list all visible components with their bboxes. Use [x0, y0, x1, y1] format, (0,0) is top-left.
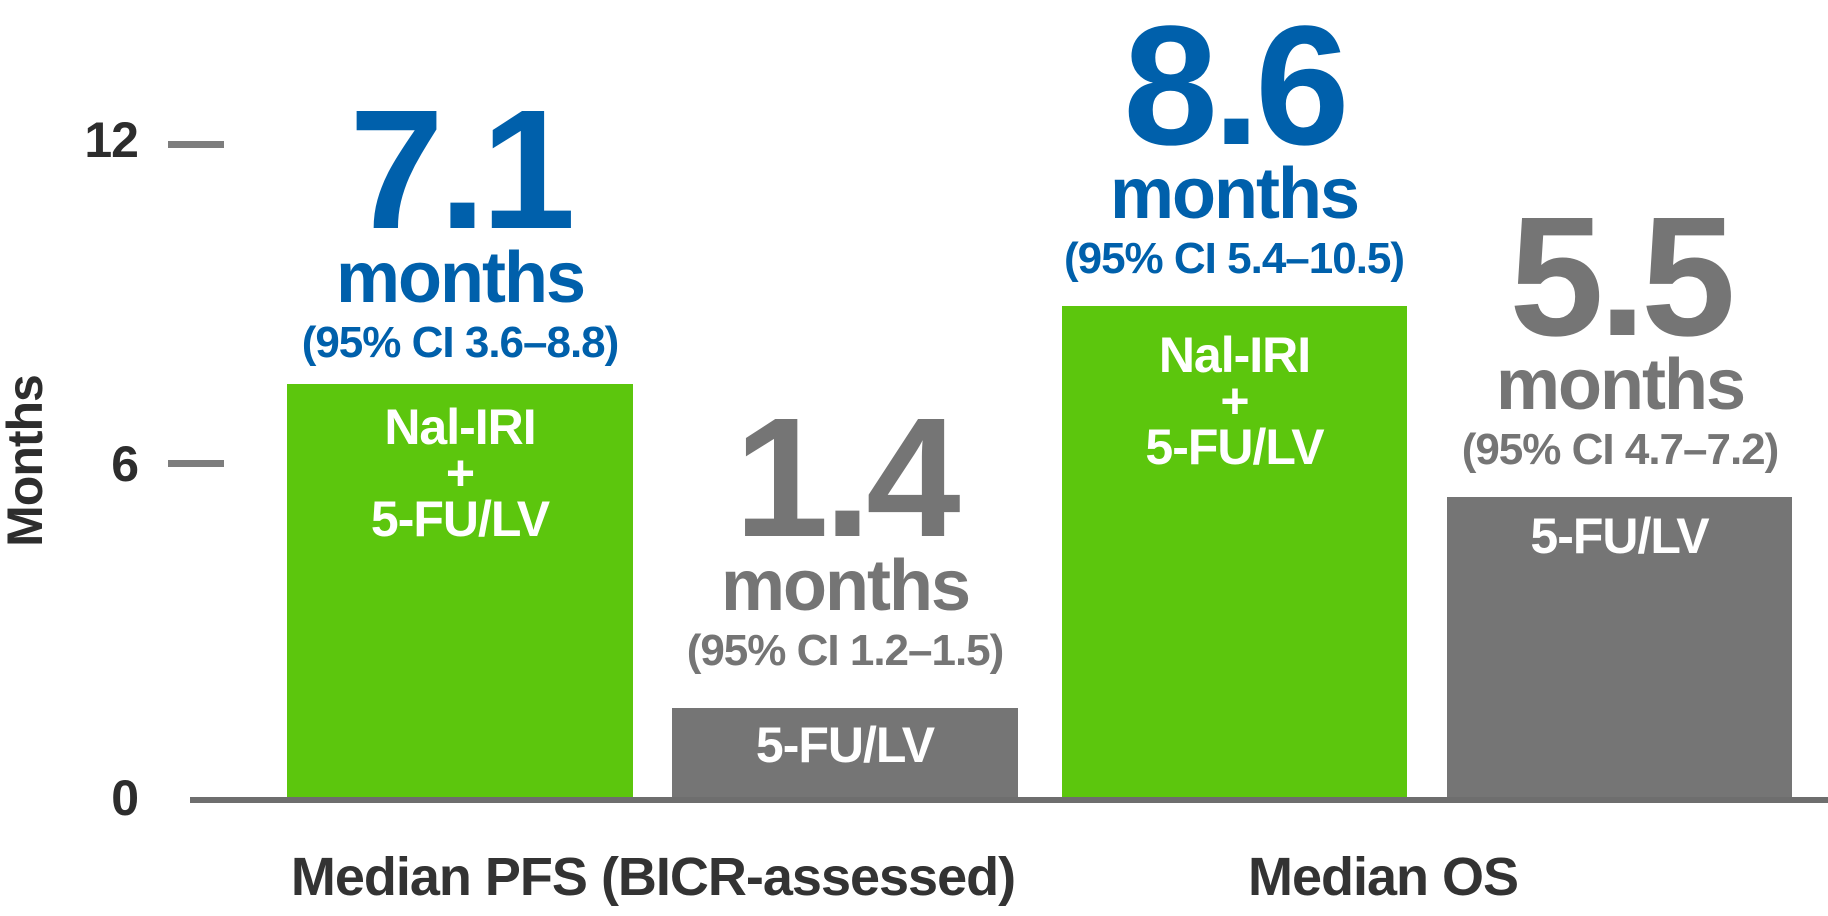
value-block-nal-iri-pfs: 7.1 months (95% CI 3.6–8.8) [110, 75, 810, 369]
bar-inner-label: 5-FU/LV [672, 717, 1018, 773]
value-ci: (95% CI 1.2–1.5) [686, 626, 1005, 675]
bar-inner-label: Nal-IRI + 5-FU/LV [287, 399, 633, 547]
value-block-5fulv-os: 5.5 months (95% CI 4.7–7.2) [1270, 182, 1828, 476]
bar-5fulv-pfs: 5-FU/LV [672, 708, 1018, 800]
group-label-median-os: Median OS [1247, 847, 1519, 907]
bar-nal-iri-pfs: Nal-IRI + 5-FU/LV [287, 384, 633, 800]
y-tick-label-12: 12 [84, 112, 139, 168]
value-number: 1.4 [734, 383, 960, 573]
value-ci: (95% CI 5.4–10.5) [1063, 234, 1405, 283]
x-axis-line [190, 797, 1828, 803]
bar-label-line: + [1220, 373, 1249, 429]
value-number: 8.6 [1123, 0, 1349, 181]
y-tick-label-0: 0 [111, 770, 139, 826]
bar-inner-label: 5-FU/LV [1447, 508, 1792, 564]
bar-label-line: 5-FU/LV [755, 717, 935, 773]
bar-5fulv-os: 5-FU/LV [1447, 497, 1792, 800]
value-number: 7.1 [349, 75, 575, 265]
bar-label-line: Nal-IRI [384, 399, 536, 455]
value-unit: months [336, 238, 586, 318]
bar-label-line: 5-FU/LV [370, 491, 550, 547]
bar-label-line: 5-FU/LV [1530, 508, 1709, 564]
bar-label-line: + [445, 445, 475, 501]
bar-label-line: 5-FU/LV [1145, 419, 1324, 475]
group-label-median-pfs: Median PFS (BICR-assessed) [290, 847, 1016, 907]
value-number: 5.5 [1509, 182, 1735, 372]
y-tick-label-6: 6 [111, 436, 139, 492]
value-block-5fulv-pfs: 1.4 months (95% CI 1.2–1.5) [495, 383, 1195, 677]
value-unit: months [721, 546, 971, 626]
y-tick-dash-6 [168, 460, 224, 467]
value-unit: months [1110, 154, 1360, 234]
value-block-nal-iri-os: 8.6 months (95% CI 5.4–10.5) [884, 0, 1584, 285]
value-ci: (95% CI 3.6–8.8) [301, 318, 620, 367]
bar-nal-iri-os: Nal-IRI + 5-FU/LV [1062, 306, 1407, 800]
value-ci: (95% CI 4.7–7.2) [1461, 425, 1780, 474]
bar-label-line: Nal-IRI [1158, 327, 1311, 383]
y-tick-dash-12 [168, 141, 224, 148]
value-unit: months [1496, 345, 1746, 425]
bar-inner-label: Nal-IRI + 5-FU/LV [1062, 327, 1407, 475]
